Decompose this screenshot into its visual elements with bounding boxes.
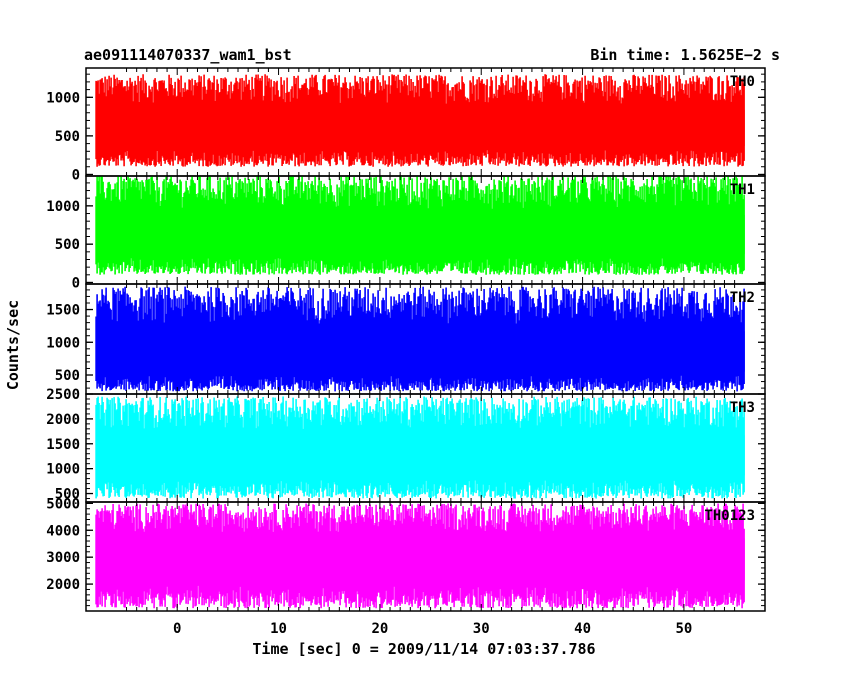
x-tick-label: 10	[270, 621, 287, 637]
x-tick-label: 20	[371, 621, 388, 637]
y-tick-label: 500	[55, 487, 80, 503]
y-tick-label: 1500	[46, 437, 80, 453]
x-tick-label: 50	[675, 621, 692, 637]
panel-th0123: 2000 3000 4000 5000 TH0123	[46, 496, 766, 612]
y-tick-label: 2000	[46, 412, 80, 428]
panel-label-th0: TH0	[730, 74, 755, 90]
x-axis: 0 10 20 30 40 50	[173, 621, 692, 637]
y-tick-label: 1000	[46, 199, 80, 215]
panel-label-th0123: TH0123	[704, 508, 755, 524]
x-axis-label: Time [sec] 0 = 2009/11/14 07:03:37.786	[252, 640, 595, 658]
series-band-th2	[96, 331, 745, 372]
chart-title: ae091114070337_wam1_bst	[84, 46, 292, 64]
panel-th1: 0 500 1000 TH1	[46, 175, 766, 291]
y-axis-label: Counts/sec	[4, 300, 22, 390]
series-band-th0	[96, 109, 745, 146]
bin-time-label: Bin time: 1.5625E−2 s	[590, 46, 780, 64]
y-tick-label: 500	[55, 129, 80, 145]
y-tick-label: 1000	[46, 335, 80, 351]
panel-label-th1: TH1	[730, 182, 755, 198]
x-tick-label: 30	[473, 621, 490, 637]
y-tick-label: 1000	[46, 462, 80, 478]
panel-label-th3: TH3	[730, 400, 755, 416]
x-tick-label: 0	[173, 621, 181, 637]
panel-th2: 500 1000 1500 TH2	[46, 283, 766, 395]
series-band-th3	[96, 435, 745, 476]
y-tick-label: 1000	[46, 90, 80, 106]
panel-label-th2: TH2	[730, 290, 755, 306]
y-tick-label: 500	[55, 368, 80, 384]
panel-th0: 0 500 1000 TH0	[46, 67, 766, 183]
y-tick-label: 500	[55, 237, 80, 253]
y-tick-label: 3000	[46, 550, 80, 566]
series-band-th0123	[96, 538, 745, 581]
y-tick-label: 0	[72, 275, 80, 291]
y-tick-label: 5000	[46, 496, 80, 512]
panel-th3: 500 1000 1500 2000 2500 TH3	[46, 387, 766, 503]
panel-frame	[85, 501, 766, 612]
y-tick-label: 1500	[46, 303, 80, 319]
panels-group: 0 500 1000 TH0 0 500 1000 TH1 500 1000 1500 TH2 500 1…	[46, 67, 766, 612]
y-tick-label: 0	[72, 167, 80, 183]
y-tick-label: 4000	[46, 523, 80, 539]
y-tick-label: 2000	[46, 577, 80, 593]
y-tick-label: 2500	[46, 387, 80, 403]
series-band-th1	[96, 215, 745, 254]
x-tick-label: 40	[574, 621, 591, 637]
